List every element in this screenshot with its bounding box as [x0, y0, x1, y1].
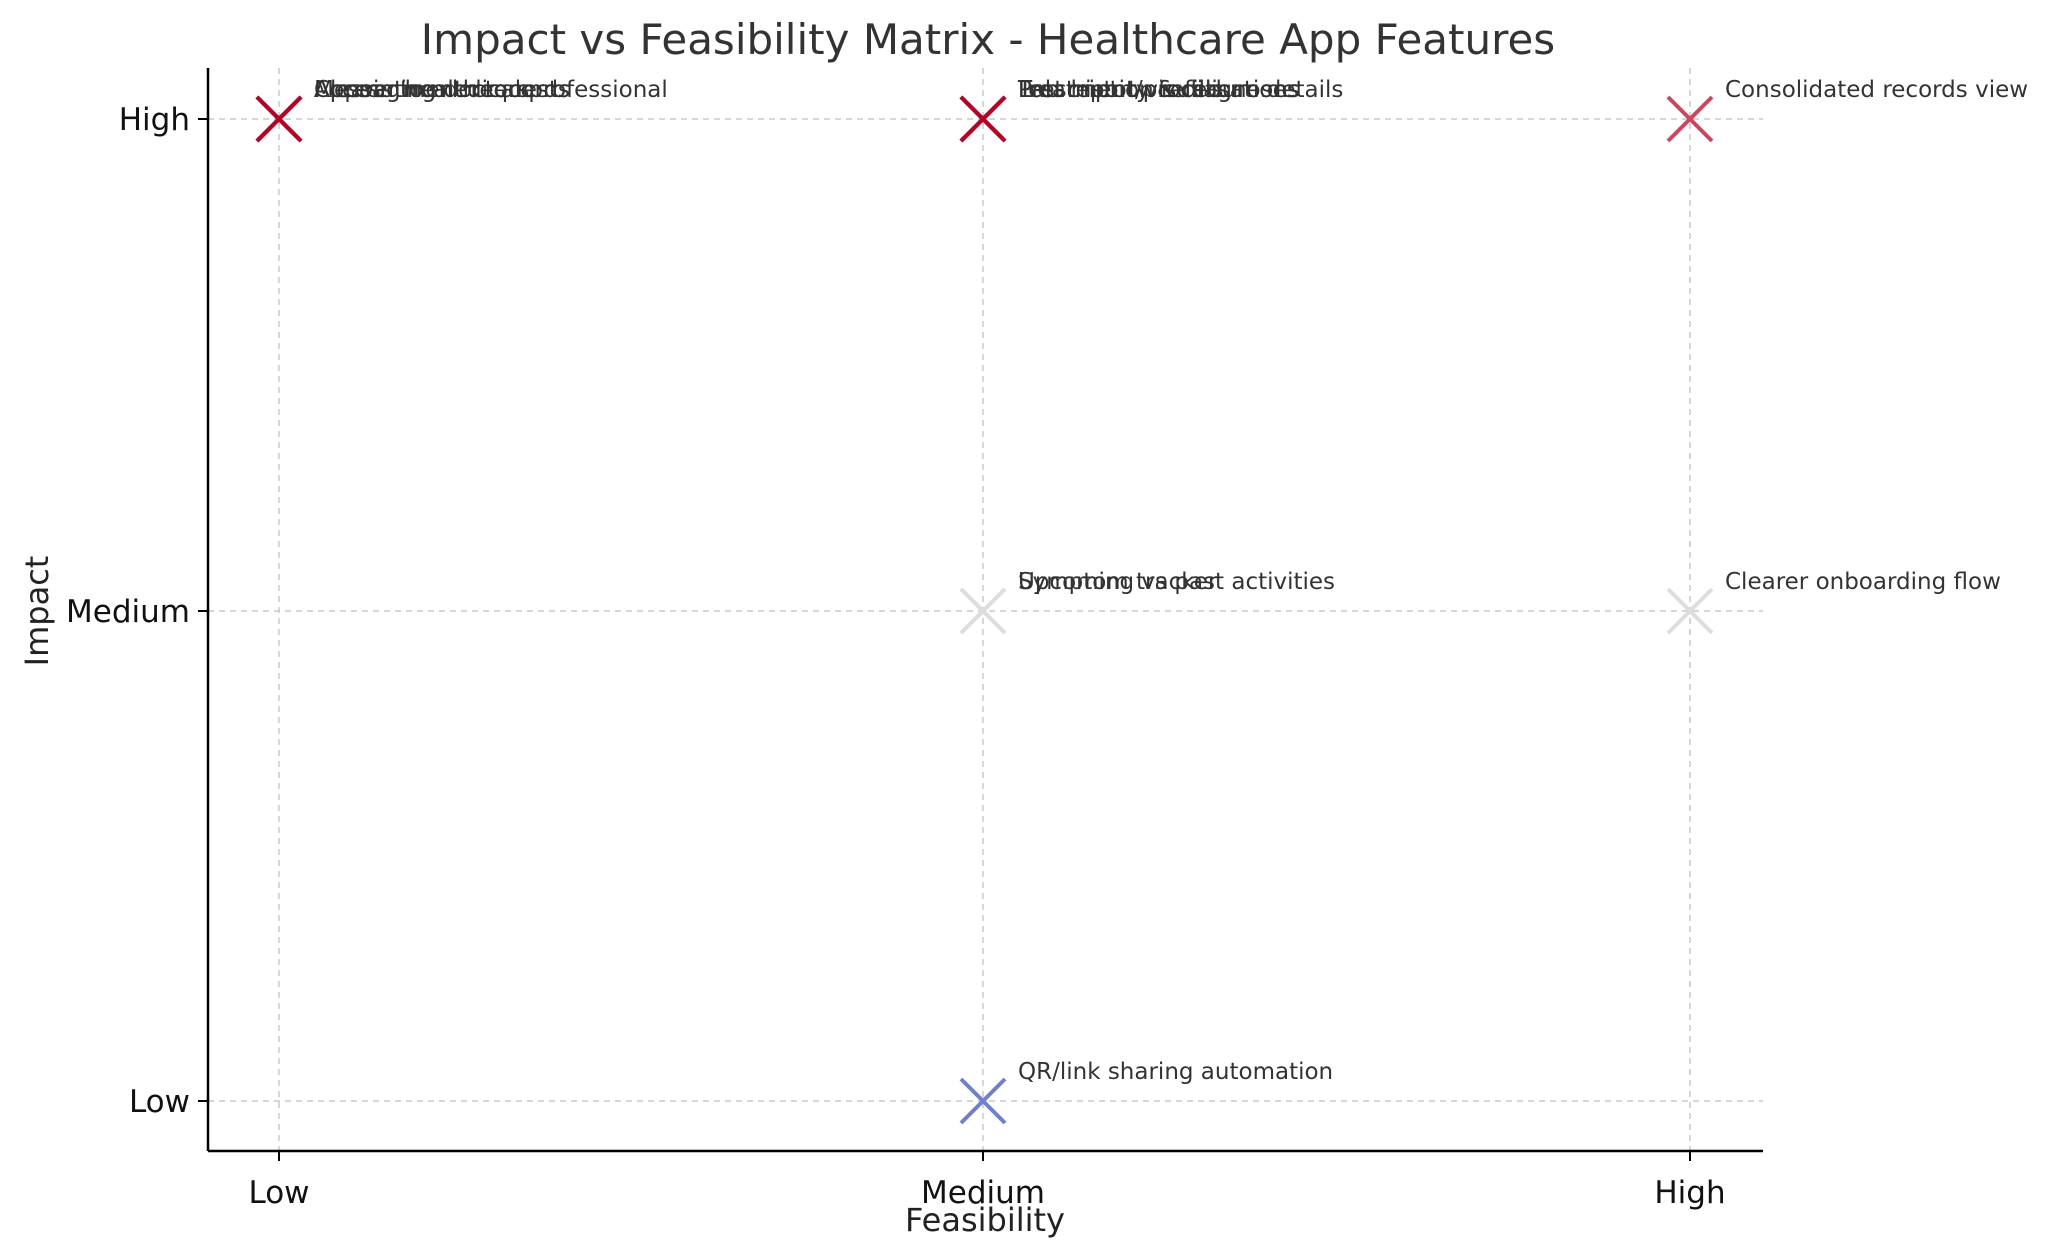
point-label: Treatment/procedure details — [1017, 77, 1343, 103]
axes — [206, 68, 1763, 1153]
x-tick-label-low: Low — [248, 1175, 309, 1211]
x-tick-label-medium: Medium — [921, 1175, 1045, 1211]
point-label: QR/link sharing automation — [1018, 1059, 1333, 1085]
data-points — [255, 95, 1714, 1125]
y-tick-label-high: High — [119, 102, 190, 138]
x-tick-label-high: High — [1654, 1175, 1725, 1211]
chart-title: Impact vs Feasibility Matrix - Healthcar… — [421, 15, 1555, 64]
point-label: Clearer health records — [314, 77, 570, 103]
point-label: Lab report visualisations — [1018, 77, 1300, 103]
data-point — [255, 95, 303, 143]
point-label: Appointment requests — [314, 77, 570, 103]
data-point — [959, 1077, 1007, 1125]
ticks: Low Medium High Low Medium High — [66, 102, 1726, 1211]
data-point — [959, 587, 1007, 635]
point-label: Messaging doctors — [314, 77, 529, 103]
point-label: Upcoming vs past activities — [1018, 569, 1335, 595]
point-label: Test history & diagnoses — [1017, 77, 1299, 103]
x-axis-label: Feasibility — [905, 1201, 1065, 1239]
data-point — [959, 95, 1007, 143]
y-tick-label-medium: Medium — [66, 594, 190, 630]
point-label: Consolidated records view — [1725, 77, 2028, 103]
data-point — [1666, 587, 1714, 635]
point-label: Clearer onboarding flow — [1725, 569, 2001, 595]
data-point — [1666, 95, 1714, 143]
point-label: Prescription refills — [1018, 77, 1223, 103]
y-tick-label-low: Low — [129, 1084, 190, 1120]
point-label: Symptom tracker — [1018, 569, 1218, 595]
point-label: Access to medical professional — [314, 77, 668, 103]
y-axis-label: Impact — [18, 556, 56, 667]
